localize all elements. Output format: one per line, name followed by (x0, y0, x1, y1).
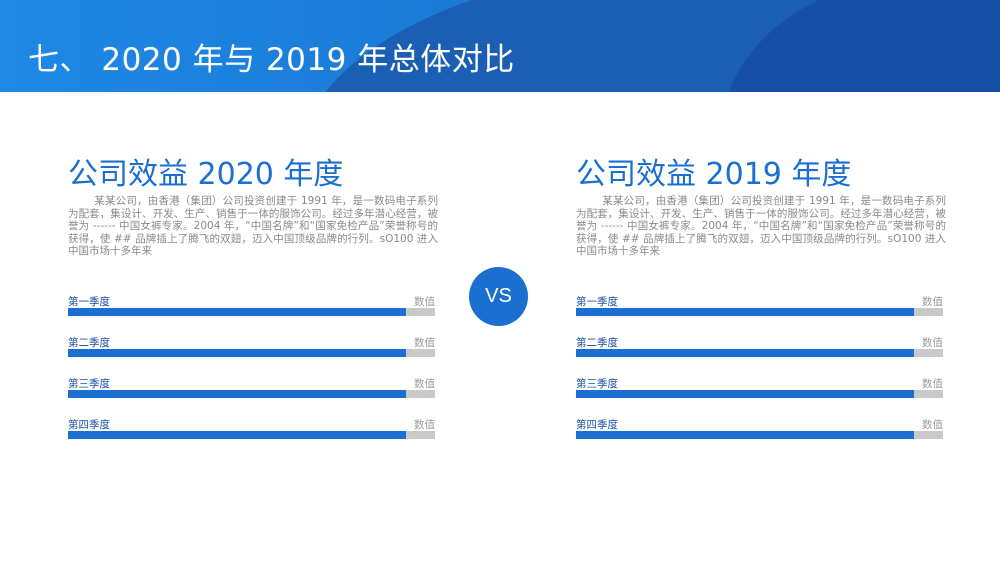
bar-label: 第三季度 (576, 378, 618, 390)
bar-fill (68, 431, 406, 439)
bar-track (68, 308, 435, 316)
panel-title: 公司效益 2020 年度 (68, 157, 344, 192)
bar-label: 第三季度 (68, 378, 110, 390)
panel-2020: 公司效益 2020 年度 某某公司，由香港（集团）公司投资创建于 1991 年，… (68, 155, 438, 439)
bar-value-label: 数值 (922, 337, 943, 349)
bar-fill (576, 349, 914, 357)
quarter-bars: 第一季度 数值 第二季度 数值 第三季度 数值 第四季度 数值 (576, 294, 943, 458)
bar-track (68, 390, 435, 398)
bar-track (68, 431, 435, 439)
bar-track (68, 349, 435, 357)
bar-label: 第四季度 (68, 419, 110, 431)
bar-value-label: 数值 (414, 419, 435, 431)
header-banner: 七、 2020 年与 2019 年总体对比 (0, 0, 1000, 92)
bar-value-label: 数值 (922, 296, 943, 308)
page-title: 七、 2020 年与 2019 年总体对比 (28, 42, 515, 78)
panel-description: 某某公司，由香港（集团）公司投资创建于 1991 年，是一数码电子系列为配套，集… (576, 195, 946, 257)
bar-label: 第四季度 (576, 419, 618, 431)
panel-title: 公司效益 2019 年度 (576, 157, 852, 192)
bar-fill (576, 390, 914, 398)
bar-track (576, 431, 943, 439)
bar-row-q1: 第一季度 数值 (68, 294, 435, 335)
bar-value-label: 数值 (414, 296, 435, 308)
bar-row-q2: 第二季度 数值 (576, 335, 943, 376)
bar-track (576, 308, 943, 316)
bar-fill (576, 431, 914, 439)
bar-row-q1: 第一季度 数值 (576, 294, 943, 335)
bar-label: 第二季度 (68, 337, 110, 349)
bar-label: 第一季度 (576, 296, 618, 308)
bar-fill (68, 349, 406, 357)
bar-row-q4: 第四季度 数值 (576, 417, 943, 458)
bar-fill (68, 308, 406, 316)
bar-row-q3: 第三季度 数值 (576, 376, 943, 417)
bar-row-q4: 第四季度 数值 (68, 417, 435, 458)
bar-value-label: 数值 (414, 378, 435, 390)
bar-value-label: 数值 (922, 378, 943, 390)
vs-badge: VS (469, 267, 528, 326)
bar-row-q2: 第二季度 数值 (68, 335, 435, 376)
bar-label: 第二季度 (576, 337, 618, 349)
panel-description: 某某公司，由香港（集团）公司投资创建于 1991 年，是一数码电子系列为配套，集… (68, 195, 438, 257)
bar-fill (576, 308, 914, 316)
bar-row-q3: 第三季度 数值 (68, 376, 435, 417)
bar-track (576, 349, 943, 357)
bar-label: 第一季度 (68, 296, 110, 308)
bar-value-label: 数值 (922, 419, 943, 431)
bar-track (576, 390, 943, 398)
bar-value-label: 数值 (414, 337, 435, 349)
quarter-bars: 第一季度 数值 第二季度 数值 第三季度 数值 第四季度 数值 (68, 294, 435, 458)
panel-2019: 公司效益 2019 年度 某某公司，由香港（集团）公司投资创建于 1991 年，… (576, 155, 946, 439)
bar-fill (68, 390, 406, 398)
